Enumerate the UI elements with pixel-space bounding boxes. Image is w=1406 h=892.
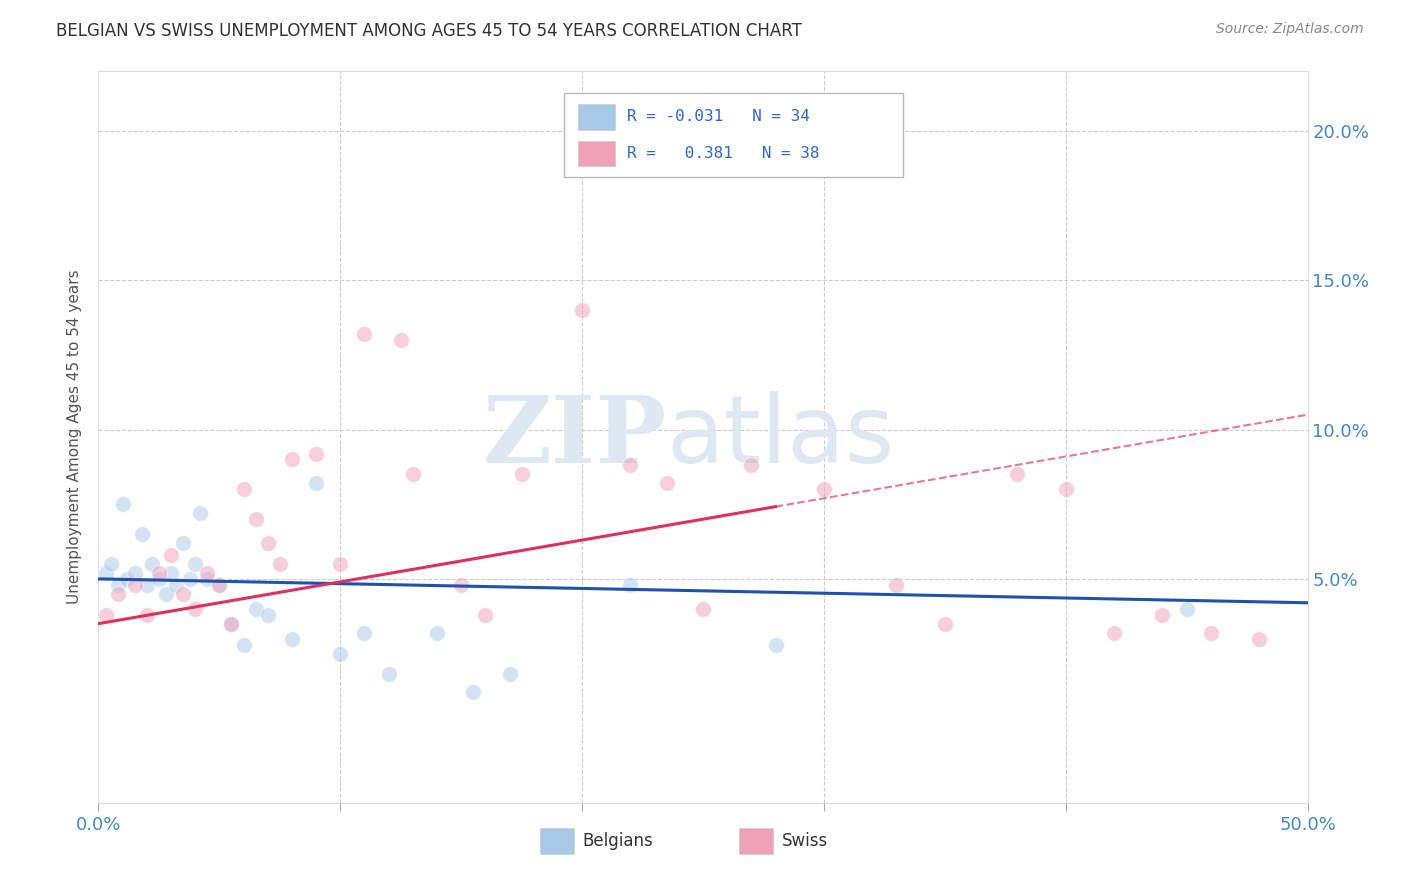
Point [692, 601, 714, 615]
Text: R =   0.381   N = 38: R = 0.381 N = 38 [627, 145, 820, 161]
Point [281, 452, 304, 467]
FancyBboxPatch shape [564, 94, 903, 178]
Point [329, 557, 352, 571]
Point [934, 616, 956, 631]
Point [765, 638, 787, 652]
Point [474, 607, 496, 622]
Point [305, 446, 328, 460]
Bar [578, 104, 614, 130]
Point [160, 566, 183, 580]
Text: BELGIAN VS SWISS UNEMPLOYMENT AMONG AGES 45 TO 54 YEARS CORRELATION CHART: BELGIAN VS SWISS UNEMPLOYMENT AMONG AGES… [56, 22, 801, 40]
Point [510, 467, 533, 482]
Point [135, 607, 157, 622]
Point [107, 578, 129, 592]
Point [184, 601, 207, 615]
Point [94, 607, 117, 622]
Point [256, 607, 278, 622]
Point [1007, 467, 1029, 482]
Point [195, 572, 218, 586]
Bar [540, 829, 574, 854]
Point [1102, 625, 1125, 640]
Point [245, 512, 267, 526]
Point [353, 327, 375, 342]
Point [100, 557, 122, 571]
Point [179, 572, 201, 586]
Point [886, 578, 908, 592]
Y-axis label: Unemployment Among Ages 45 to 54 years: Unemployment Among Ages 45 to 54 years [67, 269, 83, 605]
Text: atlas: atlas [666, 391, 896, 483]
Point [232, 638, 254, 652]
Point [619, 578, 641, 592]
Point [1199, 625, 1222, 640]
Point [450, 578, 472, 592]
Point [221, 616, 243, 631]
Point [498, 667, 520, 681]
Text: Source: ZipAtlas.com: Source: ZipAtlas.com [1216, 22, 1364, 37]
Point [329, 647, 352, 661]
Point [269, 557, 291, 571]
Point [426, 625, 449, 640]
Point [111, 497, 134, 511]
Bar [740, 829, 773, 854]
Point [172, 536, 194, 550]
Point [813, 483, 835, 497]
Point [281, 632, 304, 646]
Point [208, 578, 231, 592]
Point [221, 616, 243, 631]
Point [619, 458, 641, 473]
Point [148, 572, 170, 586]
Point [740, 458, 762, 473]
Point [305, 476, 328, 491]
Text: Belgians: Belgians [582, 832, 652, 850]
Text: Swiss: Swiss [782, 832, 828, 850]
Point [131, 527, 153, 541]
Point [571, 303, 593, 318]
Point [402, 467, 425, 482]
Point [655, 476, 678, 491]
Point [148, 566, 170, 580]
Point [195, 566, 218, 580]
Point [94, 566, 117, 580]
Bar [578, 141, 614, 167]
Point [208, 578, 231, 592]
Point [117, 572, 139, 586]
Point [141, 557, 163, 571]
Point [124, 566, 146, 580]
Point [165, 578, 187, 592]
Text: ZIP: ZIP [482, 392, 666, 482]
Point [155, 587, 177, 601]
Point [188, 506, 211, 520]
Point [184, 557, 207, 571]
Point [463, 685, 485, 699]
Point [389, 333, 412, 347]
Point [1175, 601, 1198, 615]
Point [107, 587, 129, 601]
Point [135, 578, 157, 592]
Text: R = -0.031   N = 34: R = -0.031 N = 34 [627, 109, 810, 124]
Point [377, 667, 399, 681]
Point [124, 578, 146, 592]
Point [160, 548, 183, 562]
Point [353, 625, 375, 640]
Point [245, 601, 267, 615]
Point [1152, 607, 1174, 622]
Point [1054, 483, 1077, 497]
Point [256, 536, 278, 550]
Point [232, 483, 254, 497]
Point [172, 587, 194, 601]
Point [1249, 632, 1271, 646]
